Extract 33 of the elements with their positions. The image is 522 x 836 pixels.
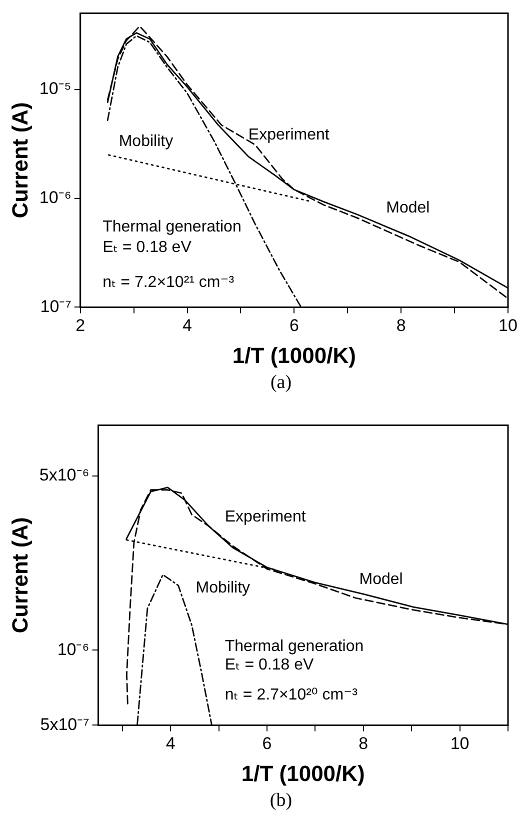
x-tick-label: 10 bbox=[498, 316, 518, 336]
annotation: nₜ = 2.7×10²⁰ cm⁻³ bbox=[224, 686, 358, 704]
y-tick-label: 10⁻⁶ bbox=[57, 640, 90, 659]
x-tick-label: 6 bbox=[262, 734, 272, 754]
x-tick-label: 8 bbox=[396, 316, 406, 336]
annotation: Mobility bbox=[118, 132, 174, 150]
x-axis-title: 1/T (1000/K) bbox=[232, 342, 356, 368]
x-tick-label: 2 bbox=[76, 316, 86, 336]
annotation: nₜ = 7.2×10²¹ cm⁻³ bbox=[102, 274, 235, 292]
annotation: Eₜ = 0.18 eV bbox=[224, 656, 314, 674]
text: (b) bbox=[268, 790, 294, 813]
x-tick-label: 8 bbox=[358, 734, 368, 754]
y-axis-title: Current (A) bbox=[7, 517, 32, 634]
y-tick-label: 10⁻⁶ bbox=[39, 188, 72, 207]
y-tick-label: 10⁻⁷ bbox=[40, 296, 72, 316]
annotation: Eₜ = 0.18 eV bbox=[102, 239, 192, 256]
annotation: Model bbox=[359, 571, 403, 588]
annotation: Experiment bbox=[248, 126, 330, 144]
text: (a) bbox=[269, 372, 293, 395]
x-tick-label: 10 bbox=[450, 734, 470, 754]
annotation: Thermal generation bbox=[224, 638, 364, 656]
y-tick-label: 5x10⁻⁶ bbox=[39, 466, 90, 485]
x-axis-title: 1/T (1000/K) bbox=[241, 760, 365, 786]
annotation: Thermal generation bbox=[102, 218, 242, 236]
annotation: Experiment bbox=[224, 508, 306, 526]
x-tick-label: 4 bbox=[182, 316, 192, 336]
y-tick-label: 10⁻⁵ bbox=[39, 79, 72, 98]
y-axis-title: Current (A) bbox=[7, 102, 32, 218]
x-tick-label: 4 bbox=[166, 734, 176, 754]
annotation: Model bbox=[386, 200, 430, 217]
y-tick-label: 5x10⁻⁷ bbox=[40, 714, 90, 734]
annotation: Mobility bbox=[196, 580, 250, 597]
x-tick-label: 6 bbox=[289, 316, 299, 336]
